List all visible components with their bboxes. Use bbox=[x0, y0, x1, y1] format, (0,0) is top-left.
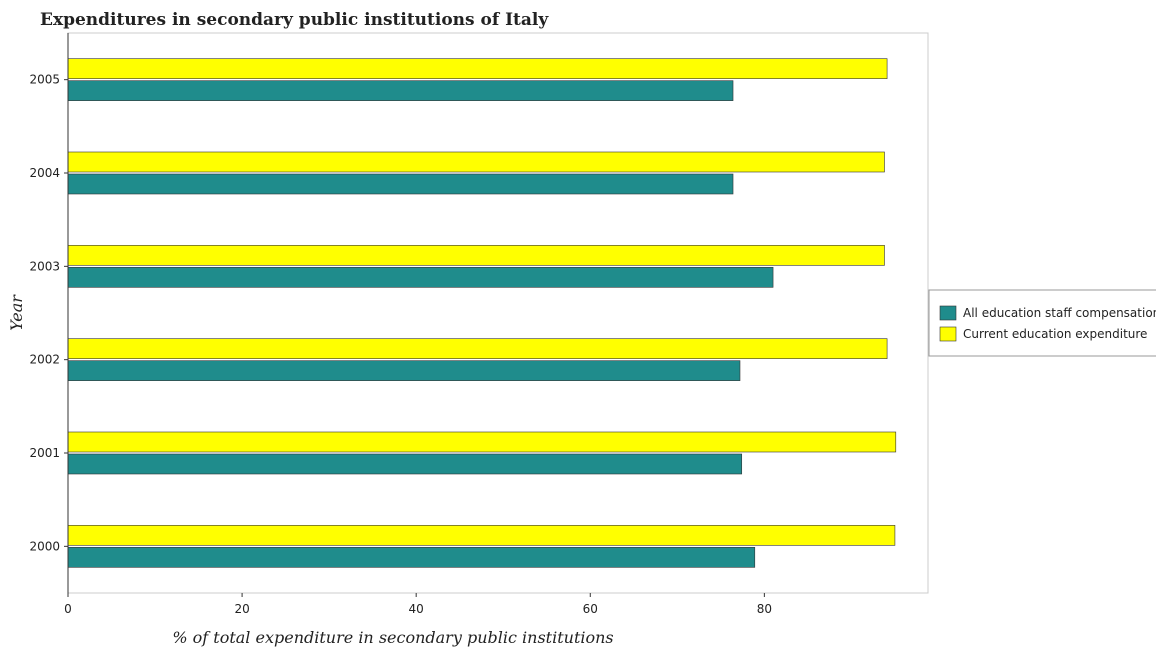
x-tick-label-80: 80 bbox=[757, 602, 772, 616]
bar-current-2002 bbox=[67, 338, 888, 359]
legend-label-staff: All education staff compensation bbox=[963, 306, 1156, 320]
y-axis-ticks: 2000 2001 2002 2003 2004 2005 bbox=[29, 73, 68, 553]
legend-label-current: Current education expenditure bbox=[963, 327, 1147, 341]
x-axis-label: % of total expenditure in secondary publ… bbox=[172, 628, 613, 647]
x-tick-label-60: 60 bbox=[583, 602, 598, 616]
bar-current-2000 bbox=[67, 525, 896, 546]
bar-staff-2000 bbox=[67, 547, 756, 568]
bar-staff-2004 bbox=[67, 173, 734, 195]
bar-current-2004 bbox=[67, 151, 885, 173]
bar-current-2005 bbox=[67, 58, 888, 79]
bar-staff-2002 bbox=[67, 360, 741, 381]
chart-title: Expenditures in secondary public institu… bbox=[40, 10, 549, 30]
legend-swatch-current bbox=[939, 326, 957, 342]
legend-box bbox=[928, 289, 1156, 357]
legend: All education staff compensation Current… bbox=[928, 289, 1156, 357]
y-tick-label-2003: 2003 bbox=[29, 259, 60, 273]
bar-staff-2001 bbox=[67, 453, 743, 475]
x-tick-label-0: 0 bbox=[64, 602, 72, 616]
y-tick-label-2005: 2005 bbox=[29, 73, 60, 87]
x-axis-ticks: 0 20 40 60 80 bbox=[64, 593, 772, 616]
bar-current-2003 bbox=[67, 245, 885, 266]
bar-staff-2005 bbox=[67, 80, 734, 101]
x-tick-label-20: 20 bbox=[234, 602, 249, 616]
y-tick-label-2004: 2004 bbox=[29, 166, 60, 180]
bar-staff-2003 bbox=[67, 267, 774, 288]
y-tick-label-2000: 2000 bbox=[29, 539, 60, 553]
plot-area bbox=[67, 32, 929, 594]
legend-swatch-staff bbox=[939, 305, 957, 321]
y-tick-label-2001: 2001 bbox=[29, 446, 60, 460]
y-axis-label: Year bbox=[7, 294, 26, 331]
bar-current-2001 bbox=[67, 431, 897, 453]
y-tick-label-2002: 2002 bbox=[29, 353, 60, 367]
x-tick-label-40: 40 bbox=[409, 602, 424, 616]
